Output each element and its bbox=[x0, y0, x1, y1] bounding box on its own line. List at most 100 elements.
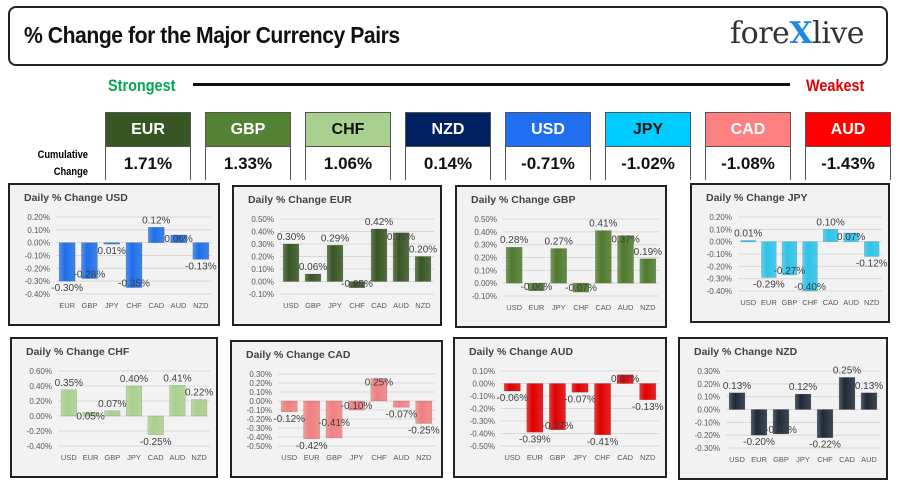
x-tick-label: EUR bbox=[761, 298, 777, 307]
bar-gbp bbox=[325, 400, 343, 439]
y-tick-label: 0.50% bbox=[251, 215, 274, 224]
chart-cad: -0.50% -0.40% -0.30% -0.20% -0.10% 0.00% 0.10%… bbox=[230, 340, 443, 478]
x-tick-label: GBP bbox=[326, 453, 342, 462]
x-tick-label: CAD bbox=[595, 303, 611, 312]
data-label: -0.07% bbox=[386, 409, 418, 420]
bar-gbp bbox=[772, 409, 790, 435]
bar-aud bbox=[843, 232, 859, 242]
bar-usd bbox=[740, 240, 756, 243]
chart-title: Daily % Change CAD bbox=[246, 349, 351, 361]
data-label: -0.25% bbox=[408, 426, 440, 437]
x-tick-label: CHF bbox=[349, 301, 365, 310]
chart-aud: -0.50% -0.40% -0.30% -0.20% -0.10% 0.00% 0.10%… bbox=[453, 337, 667, 478]
data-label: 0.06% bbox=[299, 262, 327, 273]
bar-usd bbox=[728, 392, 746, 410]
y-tick-label: 0.20% bbox=[29, 397, 52, 406]
cumulative-value: -1.02% bbox=[606, 147, 690, 180]
bar-cad bbox=[838, 377, 856, 410]
x-tick-label: CHF bbox=[817, 455, 833, 464]
data-label: -0.27% bbox=[774, 266, 806, 277]
x-tick-label: USD bbox=[504, 453, 520, 462]
bar-usd bbox=[60, 389, 77, 417]
x-tick-label: EUR bbox=[529, 303, 545, 312]
x-tick-label: CHF bbox=[802, 298, 818, 307]
data-label: 0.13% bbox=[723, 381, 751, 392]
chart-title: Daily % Change USD bbox=[24, 192, 128, 204]
cumulative-box-chf: CHF 1.06% bbox=[305, 112, 391, 180]
chart-title: Daily % Change CHF bbox=[26, 346, 130, 358]
x-tick-label: JPY bbox=[105, 301, 119, 310]
data-label: 0.07% bbox=[837, 232, 865, 243]
x-tick-label: AUD bbox=[618, 303, 634, 312]
y-tick-label: 0.20% bbox=[709, 213, 732, 222]
y-tick-label: 0.20% bbox=[474, 254, 497, 263]
y-tick-label: -0.10% bbox=[707, 250, 732, 259]
bar-chf bbox=[572, 282, 590, 293]
bar-aud bbox=[392, 232, 410, 282]
y-tick-label: -0.20% bbox=[707, 262, 732, 271]
y-tick-label: 0.00% bbox=[697, 406, 720, 415]
bar-chf bbox=[816, 409, 834, 438]
y-tick-label: 0.20% bbox=[251, 253, 274, 262]
x-tick-label: CHF bbox=[371, 453, 387, 462]
x-tick-label: NZD bbox=[415, 301, 431, 310]
x-tick-label: EUR bbox=[304, 453, 320, 462]
bar-jpy bbox=[550, 248, 567, 284]
bar-cad bbox=[822, 229, 839, 242]
data-label: 0.37% bbox=[611, 235, 639, 246]
y-tick-label: 0.30% bbox=[251, 240, 274, 249]
bar-jpy bbox=[348, 400, 365, 411]
data-label: 0.22% bbox=[185, 388, 213, 399]
y-tick-label: -0.40% bbox=[25, 290, 50, 299]
bar-nzd bbox=[191, 399, 208, 417]
x-tick-label: JPY bbox=[573, 453, 587, 462]
data-label: 0.39% bbox=[387, 232, 415, 243]
y-tick-label: -0.40% bbox=[470, 430, 495, 439]
page-title: % Change for the Major Currency Pairs bbox=[24, 22, 400, 48]
data-label: 0.41% bbox=[589, 219, 617, 230]
x-tick-label: JPY bbox=[552, 303, 566, 312]
cumulative-box-jpy: JPY -1.02% bbox=[605, 112, 691, 180]
bar-nzd bbox=[192, 242, 210, 260]
currency-name: NZD bbox=[406, 113, 490, 147]
y-tick-label: -0.20% bbox=[27, 427, 52, 436]
bar-aud bbox=[393, 400, 410, 408]
chart-chf: -0.40% -0.20% 0.00% 0.20% 0.40% 0.60% USD EUR GB… bbox=[10, 337, 218, 478]
data-label: -0.06% bbox=[496, 393, 528, 404]
x-tick-label: AUD bbox=[861, 455, 877, 464]
data-label: 0.27% bbox=[545, 237, 573, 248]
bar-gbp bbox=[81, 242, 98, 279]
y-tick-label: -0.30% bbox=[25, 277, 50, 286]
x-tick-label: JPY bbox=[328, 301, 342, 310]
chart-usd: -0.40% -0.30% -0.20% -0.10% 0.00% 0.10% 0.20% E… bbox=[8, 183, 220, 326]
x-tick-label: NZD bbox=[640, 453, 656, 462]
data-label: 0.35% bbox=[55, 378, 83, 389]
y-tick-label: 0.10% bbox=[249, 388, 272, 397]
chart-title: Daily % Change JPY bbox=[706, 192, 808, 204]
chart-title: Daily % Change AUD bbox=[469, 346, 574, 358]
y-tick-label: 0.00% bbox=[27, 239, 50, 248]
cumulative-value: 0.14% bbox=[406, 147, 490, 180]
bar-nzd bbox=[415, 400, 433, 424]
x-tick-label: JPY bbox=[350, 453, 364, 462]
bar-gbp bbox=[104, 410, 121, 417]
bar-chf bbox=[348, 281, 366, 288]
y-tick-label: -0.10% bbox=[472, 292, 497, 301]
x-tick-label: GBP bbox=[305, 301, 321, 310]
x-tick-label: USD bbox=[61, 453, 77, 462]
x-tick-label: EUR bbox=[751, 455, 767, 464]
y-tick-label: -0.40% bbox=[247, 433, 272, 442]
currency-name: USD bbox=[506, 113, 590, 147]
cumulative-value: 1.06% bbox=[306, 147, 390, 180]
data-label: 0.20% bbox=[409, 245, 437, 256]
data-label: -0.25% bbox=[140, 437, 172, 448]
y-tick-label: 0.00% bbox=[709, 238, 732, 247]
data-label: -0.13% bbox=[185, 261, 217, 272]
bar-jpy bbox=[125, 385, 143, 417]
x-tick-label: CAD bbox=[823, 298, 839, 307]
data-label: 0.19% bbox=[634, 247, 662, 258]
y-tick-label: 0.10% bbox=[697, 393, 720, 402]
x-tick-label: NZD bbox=[193, 301, 209, 310]
x-tick-label: USD bbox=[283, 301, 299, 310]
x-tick-label: USD bbox=[729, 455, 745, 464]
